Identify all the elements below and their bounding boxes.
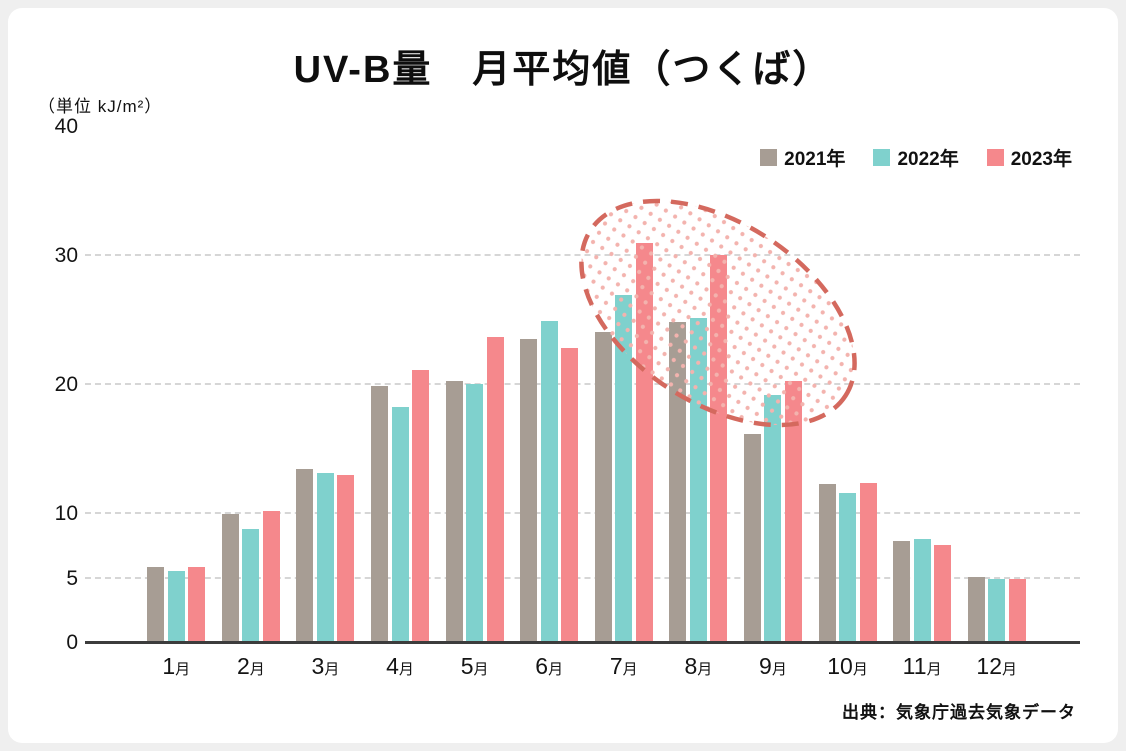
bar-2021年-6月 bbox=[520, 338, 538, 643]
bar-2022年-1月 bbox=[167, 570, 185, 643]
bar-2022年-11月 bbox=[913, 538, 931, 643]
bar-2022年-3月 bbox=[316, 472, 334, 643]
x-tick-8月: 8月 bbox=[684, 653, 713, 679]
x-tick-9月: 9月 bbox=[759, 653, 787, 679]
x-tick-3月: 3月 bbox=[311, 653, 340, 679]
x-tick-11月: 11月 bbox=[902, 653, 942, 679]
y-tick-40: 40 bbox=[54, 115, 78, 138]
bar-2023年-4月 bbox=[412, 369, 430, 643]
bar-2022年-10月 bbox=[839, 493, 857, 643]
x-axis-labels: 1月 2月 3月 4月 5月 6月 7月 8月 9月 10月 11月 12月 bbox=[85, 653, 1080, 693]
bar-2022年-12月 bbox=[988, 578, 1006, 643]
bar-2023年-12月 bbox=[1008, 578, 1026, 643]
chart-title: UV-B量 月平均値（つくば） bbox=[293, 49, 833, 91]
bar-2023年-7月 bbox=[635, 243, 653, 643]
x-axis-line bbox=[85, 641, 1080, 644]
bar-2023年-5月 bbox=[486, 337, 504, 643]
bar-2023年-1月 bbox=[188, 566, 206, 643]
legend-label: 2023年 bbox=[1010, 149, 1072, 170]
bar-2023年-11月 bbox=[934, 544, 952, 643]
bar-2021年-1月 bbox=[147, 566, 165, 643]
y-tick-30: 30 bbox=[54, 244, 78, 267]
x-tick-10月: 10月 bbox=[827, 653, 868, 679]
bar-2022年-5月 bbox=[466, 383, 484, 643]
bar-2023年-10月 bbox=[859, 483, 877, 643]
y-tick-20: 20 bbox=[54, 373, 78, 396]
gridline-10 bbox=[85, 512, 1080, 514]
bar-2021年-10月 bbox=[818, 484, 836, 643]
legend-label: 2022年 bbox=[897, 149, 959, 170]
x-tick-2月: 2月 bbox=[236, 653, 265, 679]
unit-label: （単位 kJ/m²） bbox=[38, 97, 163, 116]
bar-2023年-8月 bbox=[710, 254, 728, 643]
legend-swatch bbox=[760, 149, 778, 166]
legend-swatch bbox=[873, 149, 891, 166]
x-tick-5月: 5月 bbox=[460, 653, 489, 679]
bar-2022年-4月 bbox=[391, 406, 409, 643]
x-tick-7月: 7月 bbox=[609, 653, 638, 679]
legend-item-2021年: 2021年 bbox=[760, 144, 845, 171]
bar-2021年-12月 bbox=[967, 577, 985, 643]
legend: 2021年 2022年 2023年 bbox=[760, 144, 1072, 171]
legend-label: 2021年 bbox=[784, 149, 846, 170]
bar-2022年-2月 bbox=[242, 529, 260, 643]
legend-item-2022年: 2022年 bbox=[873, 144, 959, 171]
legend-item-2023年: 2023年 bbox=[986, 144, 1072, 171]
bar-2023年-6月 bbox=[561, 347, 579, 643]
bar-2021年-4月 bbox=[371, 386, 389, 643]
bar-2021年-7月 bbox=[594, 332, 612, 643]
chart-card: UV-B量 月平均値（つくば） （単位 kJ/m²） 2021年 2022年 202… bbox=[8, 8, 1118, 743]
bar-2021年-5月 bbox=[445, 381, 463, 643]
x-tick-4月: 4月 bbox=[386, 653, 414, 679]
bar-2021年-8月 bbox=[669, 321, 687, 643]
bar-2022年-8月 bbox=[689, 317, 707, 643]
bar-2023年-9月 bbox=[784, 381, 802, 643]
bar-2021年-3月 bbox=[296, 468, 314, 643]
legend-swatch bbox=[986, 149, 1004, 166]
y-tick-10: 10 bbox=[54, 502, 78, 525]
y-tick-0: 0 bbox=[66, 631, 78, 654]
x-tick-12月: 12月 bbox=[976, 653, 1018, 679]
bar-2022年-9月 bbox=[764, 395, 782, 643]
x-tick-1月: 1月 bbox=[162, 653, 191, 679]
gridline-30 bbox=[85, 254, 1080, 256]
bar-2021年-9月 bbox=[743, 434, 761, 643]
y-tick-5: 5 bbox=[66, 566, 78, 590]
y-axis-labels: 0 5 10 20 30 40 bbox=[8, 115, 78, 654]
bar-2023年-2月 bbox=[262, 511, 280, 643]
gridline-5 bbox=[85, 576, 1080, 579]
source-note: 出典：気象庁過去気象データ bbox=[842, 703, 1076, 722]
bar-2023年-3月 bbox=[337, 475, 355, 643]
bar-2022年-6月 bbox=[540, 320, 558, 643]
x-tick-6月: 6月 bbox=[535, 653, 564, 679]
gridline-20 bbox=[85, 383, 1080, 385]
plot-area bbox=[85, 127, 1080, 644]
bar-2021年-11月 bbox=[893, 541, 911, 643]
bar-2021年-2月 bbox=[221, 514, 239, 643]
bar-2022年-7月 bbox=[615, 294, 633, 643]
